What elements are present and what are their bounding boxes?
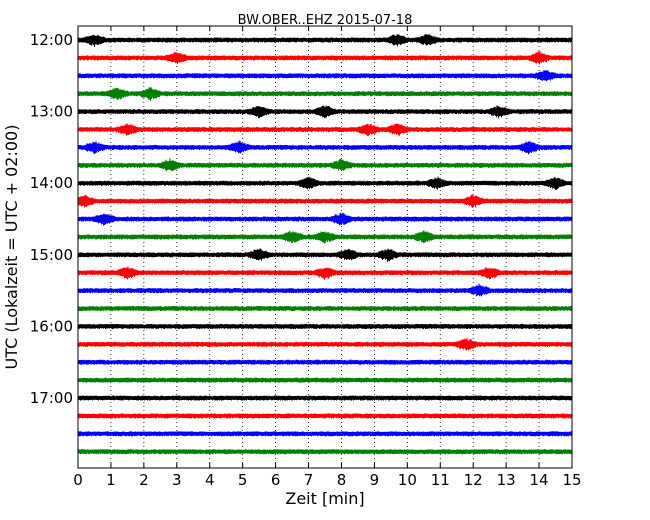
trace-1245 — [77, 87, 573, 101]
x-tick-label: 7 — [304, 471, 314, 489]
trace-1700 — [77, 395, 573, 401]
x-tick-label: 15 — [562, 471, 581, 489]
x-tick-label: 5 — [238, 471, 248, 489]
trace-1500 — [77, 248, 573, 262]
trace-1715 — [77, 413, 573, 419]
x-tick-label: 1 — [106, 471, 116, 489]
x-tick-label: 3 — [172, 471, 182, 489]
y-axis: 12:00 13:00 14:00 15:00 16:00 17:00 — [30, 31, 572, 407]
x-tick-label: 11 — [431, 471, 450, 489]
trace-1430 — [77, 212, 573, 226]
trace-1630 — [77, 359, 573, 365]
x-axis-label: Zeit [min] — [285, 489, 364, 508]
trace-1645 — [77, 377, 573, 383]
trace-1200 — [77, 33, 573, 47]
x-tick-label: 10 — [398, 471, 417, 489]
x-axis: 0 1 2 3 4 5 6 7 8 9 10 11 12 13 14 15 — [73, 26, 582, 489]
traces — [77, 33, 573, 455]
trace-1215 — [77, 51, 573, 65]
trace-1230 — [77, 69, 573, 82]
plot-frame — [77, 25, 573, 469]
x-tick-label: 2 — [139, 471, 149, 489]
trace-1545 — [77, 305, 573, 312]
x-tick-label: 14 — [530, 471, 549, 489]
chart-title: BW.OBER..EHZ 2015-07-18 — [238, 13, 413, 28]
trace-1315 — [77, 123, 573, 136]
y-axis-label: UTC (Lokalzeit = UTC + 02:00) — [2, 125, 21, 370]
trace-1445 — [77, 230, 573, 244]
x-tick-label: 0 — [73, 471, 83, 489]
trace-1615 — [77, 337, 573, 351]
x-tick-label: 12 — [464, 471, 483, 489]
trace-1600 — [77, 323, 573, 329]
trace-1415 — [77, 194, 573, 208]
trace-1745 — [77, 449, 573, 455]
y-tick-label: 16:00 — [30, 317, 73, 335]
y-tick-label: 17:00 — [30, 389, 73, 407]
trace-1530 — [77, 283, 573, 297]
y-tick-label: 13:00 — [30, 103, 73, 121]
grid-lines — [110, 26, 540, 468]
trace-1400 — [77, 176, 573, 190]
x-tick-label: 4 — [205, 471, 215, 489]
trace-1345 — [77, 158, 573, 172]
y-tick-label: 15:00 — [30, 246, 73, 264]
x-tick-label: 8 — [337, 471, 347, 489]
x-tick-label: 9 — [370, 471, 380, 489]
x-tick-label: 13 — [497, 471, 516, 489]
trace-1515 — [77, 266, 573, 280]
trace-1730 — [77, 431, 573, 437]
trace-1330 — [77, 140, 573, 155]
trace-1300 — [77, 105, 573, 119]
x-tick-label: 6 — [271, 471, 281, 489]
y-tick-label: 12:00 — [30, 31, 73, 49]
y-tick-label: 14:00 — [30, 174, 73, 192]
